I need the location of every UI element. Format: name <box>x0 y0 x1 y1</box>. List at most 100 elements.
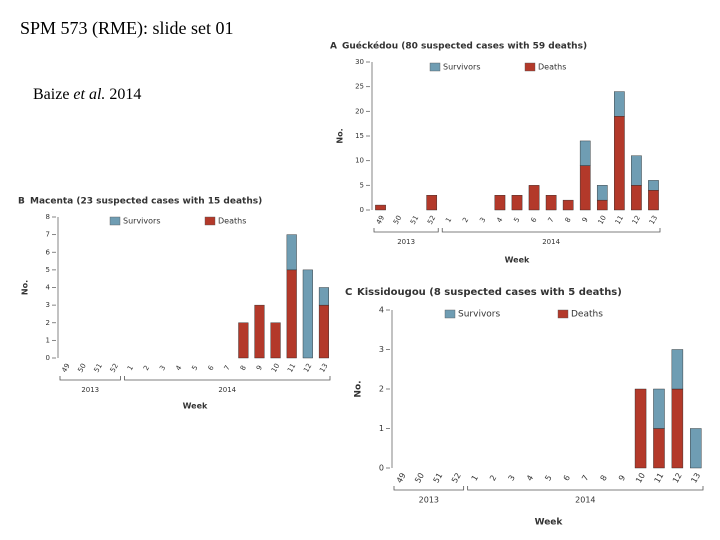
legend-swatch <box>524 62 536 72</box>
y-tick-label: 5 <box>360 181 364 189</box>
x-tick-label: 51 <box>93 362 104 374</box>
y-axis-label: No. <box>354 380 364 397</box>
bar-segment <box>302 269 313 359</box>
bar-segment <box>545 194 557 211</box>
x-tick-label: 51 <box>432 471 445 484</box>
bar-segment <box>671 388 684 469</box>
bar-segment <box>286 269 297 359</box>
citation-etal: et al. <box>73 86 105 103</box>
legend-label: Survivors <box>458 310 500 320</box>
x-axis-label: Week <box>535 518 564 528</box>
x-tick-label: 2 <box>461 216 470 224</box>
bar-segment <box>511 194 523 211</box>
bar-segment <box>562 199 574 211</box>
citation: Baize et al. 2014 <box>33 86 141 103</box>
bar-segment <box>318 287 329 306</box>
bar-segment <box>426 194 438 211</box>
group-label: 2013 <box>81 386 99 394</box>
group-label: 2013 <box>397 238 415 246</box>
x-tick-label: 50 <box>413 471 426 484</box>
y-tick-label: 0 <box>46 354 50 362</box>
x-tick-label: 4 <box>495 216 504 224</box>
y-tick-label: 0 <box>379 464 384 473</box>
x-tick-label: 4 <box>174 364 183 372</box>
x-tick-label: 52 <box>109 362 120 374</box>
bar-segment <box>318 304 329 359</box>
group-bracket <box>124 376 331 381</box>
y-tick-label: 25 <box>355 83 364 91</box>
x-tick-label: 4 <box>525 474 535 483</box>
slide-title: SPM 573 (RME): slide set 01 <box>20 18 234 39</box>
bar-segment <box>596 185 608 201</box>
x-tick-label: 11 <box>653 471 666 484</box>
y-tick-label: 7 <box>46 231 50 239</box>
x-tick-label: 3 <box>507 474 517 483</box>
legend-swatch <box>109 216 121 226</box>
x-tick-label: 8 <box>599 474 609 483</box>
x-tick-label: 1 <box>444 216 453 224</box>
legend-swatch <box>429 62 441 72</box>
y-tick-label: 3 <box>379 345 384 354</box>
chart-title: Guéckédou (80 suspected cases with 59 de… <box>342 41 587 52</box>
y-tick-label: 15 <box>355 132 364 140</box>
chart-title: Kissidougou (8 suspected cases with 5 de… <box>357 287 622 298</box>
bar-segment <box>653 428 665 469</box>
x-tick-label: 2 <box>488 474 498 483</box>
bar-segment <box>596 199 608 211</box>
x-tick-label: 2 <box>142 364 151 372</box>
y-tick-label: 5 <box>46 266 50 274</box>
legend-swatch <box>557 309 569 319</box>
x-tick-label: 6 <box>207 364 216 372</box>
bar-segment <box>671 349 684 390</box>
x-tick-label: 6 <box>529 216 538 224</box>
bar-segment <box>270 322 281 359</box>
group-bracket <box>393 486 465 491</box>
legend-label: Deaths <box>571 310 603 320</box>
x-tick-label: 3 <box>478 216 487 224</box>
bar-segment <box>631 155 642 186</box>
x-tick-label: 10 <box>270 362 281 374</box>
y-tick-label: 4 <box>46 284 51 292</box>
y-tick-label: 1 <box>46 336 50 344</box>
y-tick-label: 2 <box>46 319 50 327</box>
x-tick-label: 49 <box>395 471 408 484</box>
y-tick-label: 6 <box>46 248 51 256</box>
y-axis-label: No. <box>336 128 345 143</box>
group-bracket <box>59 376 121 381</box>
x-tick-label: 9 <box>617 474 627 483</box>
x-tick-label: 10 <box>597 214 608 226</box>
x-tick-label: 8 <box>239 364 248 372</box>
x-tick-label: 12 <box>302 362 313 374</box>
bar-segment <box>614 116 625 211</box>
bar-segment <box>631 185 642 211</box>
bar-segment <box>690 428 702 469</box>
group-label: 2014 <box>542 238 560 246</box>
chart-title: Macenta (23 suspected cases with 15 deat… <box>30 197 262 207</box>
x-tick-label: 13 <box>318 362 329 374</box>
bar-segment <box>254 304 265 359</box>
y-tick-label: 4 <box>379 306 384 315</box>
x-tick-label: 11 <box>614 214 625 226</box>
x-tick-label: 52 <box>450 471 463 484</box>
x-tick-label: 5 <box>543 474 553 483</box>
x-tick-label: 7 <box>547 216 556 224</box>
x-tick-label: 11 <box>286 362 297 374</box>
x-tick-label: 50 <box>392 214 403 226</box>
bar-segment <box>614 91 625 117</box>
bar-segment <box>375 204 386 211</box>
y-tick-label: 20 <box>355 107 364 115</box>
x-tick-label: 7 <box>223 364 232 372</box>
x-tick-label: 51 <box>409 214 420 226</box>
bar-segment <box>494 194 506 211</box>
x-tick-label: 8 <box>564 216 573 224</box>
x-axis-label: Week <box>183 402 208 411</box>
legend-swatch <box>204 216 216 226</box>
x-tick-label: 12 <box>671 471 684 484</box>
legend-label: Deaths <box>538 63 566 72</box>
y-tick-label: 10 <box>355 157 364 165</box>
legend-label: Survivors <box>123 217 160 226</box>
x-tick-label: 9 <box>255 364 264 372</box>
group-bracket <box>467 486 704 491</box>
y-tick-label: 0 <box>360 206 364 214</box>
